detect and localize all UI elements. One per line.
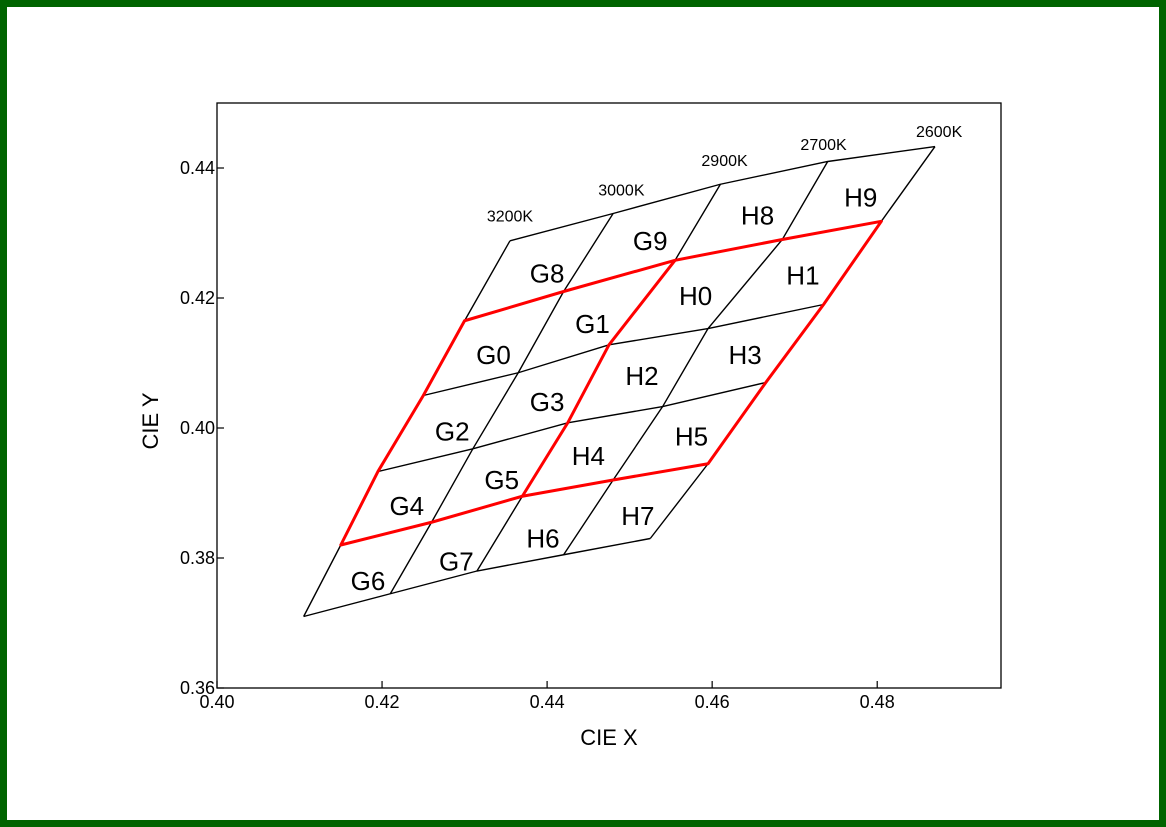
x-tick-label: 0.46 (695, 692, 730, 712)
y-tick-label: 0.40 (180, 418, 215, 438)
bin-grid (303, 145, 936, 618)
temperature-label: 2700K (800, 137, 847, 154)
temperature-labels: 3200K 3000K 2900K 2700K 2600K (487, 124, 963, 226)
temperature-label: 3000K (598, 182, 645, 199)
grid-column-line (649, 146, 936, 539)
bin-label: H3 (729, 340, 762, 370)
y-tick-label: 0.36 (180, 678, 215, 698)
bin-label: G2 (435, 416, 470, 446)
bin-label: G6 (351, 566, 386, 596)
bin-label: G9 (633, 226, 668, 256)
bin-label: G4 (389, 491, 424, 521)
y-tick-label: 0.42 (180, 288, 215, 308)
axis-ticks: 0.40 0.42 0.44 0.46 0.48 0.36 0.38 0.40 0.42 0.44 (180, 158, 895, 712)
bin-label: H8 (741, 200, 774, 230)
bin-label: H2 (625, 361, 658, 391)
y-tick-label: 0.44 (180, 158, 215, 178)
bin-label: G5 (484, 465, 519, 495)
bin-label: H5 (675, 421, 708, 451)
bin-label: G7 (439, 546, 474, 576)
bin-labels: G6 G7 H6 H7 G4 G5 H4 H5 G2 G3 H2 H3 G0 G1 H0 H1 G8 G9 H8 H9 (351, 182, 878, 596)
temperature-label: 2600K (916, 124, 963, 141)
bin-label: H6 (526, 524, 559, 554)
y-axis-title: CIE Y (138, 392, 163, 449)
highlight-outline (339, 219, 883, 547)
bin-label: G1 (575, 309, 610, 339)
highlight-divider (521, 259, 677, 498)
bin-label: G8 (530, 258, 565, 288)
grid-column-line (389, 213, 614, 595)
plot-area (216, 102, 1002, 689)
grid-column-line (303, 240, 511, 617)
x-tick-label: 0.48 (860, 692, 895, 712)
bin-label: H1 (786, 260, 819, 290)
x-tick-label: 0.40 (199, 692, 234, 712)
x-tick-label: 0.42 (365, 692, 400, 712)
temperature-label: 3200K (487, 208, 534, 225)
grid-column-line (476, 183, 722, 572)
bin-label: H7 (621, 501, 654, 531)
bin-label: H9 (844, 182, 877, 212)
y-tick-label: 0.38 (180, 548, 215, 568)
highlight-region (339, 219, 883, 547)
bin-label: H4 (572, 441, 605, 471)
bin-label: G0 (476, 340, 511, 370)
bin-label: H0 (679, 281, 712, 311)
bin-label: G3 (530, 387, 565, 417)
grid-column-line (563, 161, 829, 556)
temperature-label: 2900K (701, 153, 748, 170)
x-tick-label: 0.44 (530, 692, 565, 712)
x-axis-title: CIE X (580, 725, 638, 750)
